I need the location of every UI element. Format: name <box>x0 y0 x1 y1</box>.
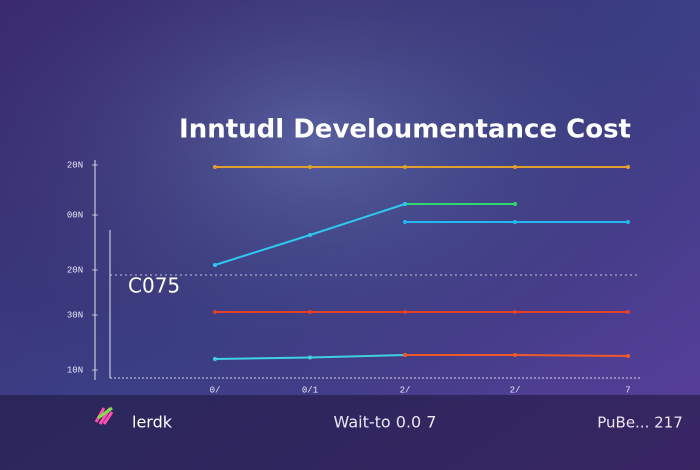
series-point <box>213 310 217 314</box>
series-point <box>403 202 407 206</box>
series-point <box>213 357 217 361</box>
series-point <box>513 310 517 314</box>
series-point <box>513 353 517 357</box>
series-point <box>308 310 312 314</box>
footer-bar <box>0 395 700 470</box>
y-tick-label: 00N <box>67 210 83 220</box>
series-point <box>403 310 407 314</box>
x-tick-label: 2/ <box>510 385 521 395</box>
y-tick-label: 20N <box>67 265 83 275</box>
series-point <box>403 165 407 169</box>
x-tick-label: 2/ <box>400 385 411 395</box>
chart-title: Inntudl Develoumentance Cost <box>179 115 631 145</box>
series-point <box>513 220 517 224</box>
logo-text: lerdk <box>132 413 173 432</box>
footer-center: Wait-to 0.0 7 <box>334 413 437 432</box>
series-point <box>308 233 312 237</box>
x-tick-label: 0/ <box>210 385 221 395</box>
logo-icon-accent <box>97 406 113 420</box>
series-point <box>403 220 407 224</box>
series-point <box>513 202 517 206</box>
x-tick-label: 0/1 <box>302 385 318 395</box>
series-point <box>308 355 312 360</box>
series-point <box>213 165 217 169</box>
series-point <box>626 354 630 358</box>
series-point <box>626 165 630 169</box>
series-point <box>513 165 517 169</box>
series-point <box>403 353 407 357</box>
series-point <box>213 263 217 267</box>
y-tick-label: 10N <box>67 365 83 375</box>
y-tick-label: 20N <box>67 160 83 170</box>
footer-right: PuBe... 217 <box>597 414 683 432</box>
series-point <box>308 165 312 169</box>
annotation: C075 <box>128 274 180 298</box>
x-tick-label: 7 <box>625 385 630 395</box>
series-point <box>626 220 630 224</box>
series-point <box>626 310 630 314</box>
y-tick-label: 30N <box>67 310 83 320</box>
